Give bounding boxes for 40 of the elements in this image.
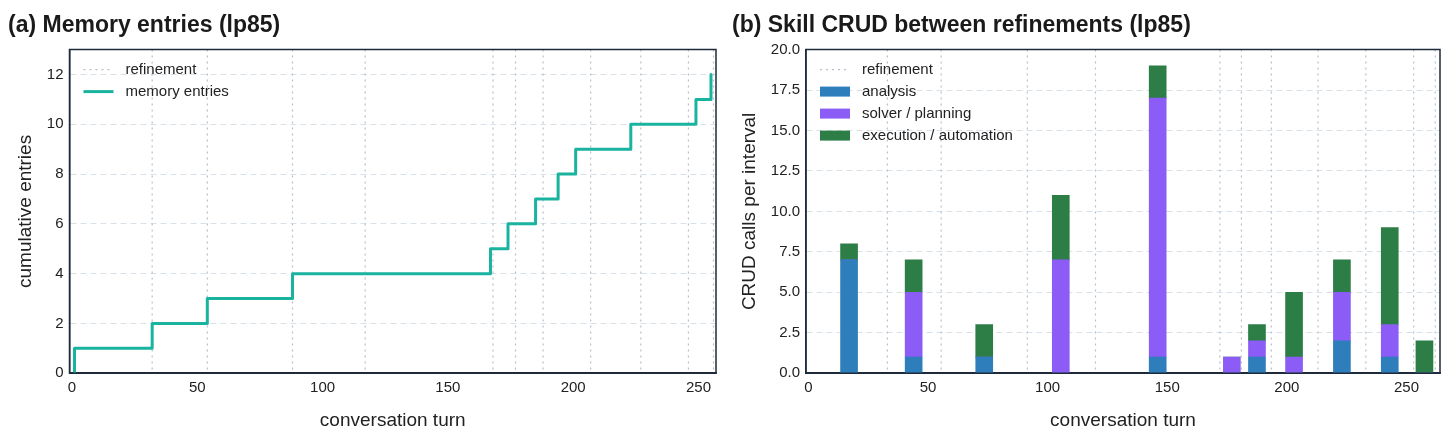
y-tick-label: 6 xyxy=(55,213,64,231)
x-tick-label: 50 xyxy=(188,378,206,396)
y-axis-title: cumulative entries xyxy=(13,134,35,288)
legend-label: solver / planning xyxy=(861,103,972,121)
y-axis-title: CRUD calls per interval xyxy=(737,112,759,311)
y-tick-label: 10.0 xyxy=(770,201,800,219)
x-tick-label: 150 xyxy=(435,378,461,396)
y-tick-label: 12.5 xyxy=(770,161,800,179)
chart-title: (a) Memory entries (lp85) xyxy=(8,11,281,38)
legend-label: execution / automation xyxy=(861,125,1013,143)
legend-label: memory entries xyxy=(125,81,229,99)
y-tick-label: 17.5 xyxy=(770,80,800,98)
y-tick-label: 0 xyxy=(55,363,64,381)
y-tick-label: 2 xyxy=(55,313,64,331)
y-tick-label: 0.0 xyxy=(779,363,800,381)
x-tick-label: 100 xyxy=(1035,378,1061,396)
y-tick-label: 12 xyxy=(46,64,64,82)
ref-line-label: refinement xyxy=(861,59,934,77)
x-tick-label: 150 xyxy=(1154,378,1180,396)
x-tick-label: 50 xyxy=(919,378,937,396)
x-axis-title: conversation turn xyxy=(1050,408,1196,430)
x-tick-label: 0 xyxy=(804,378,813,396)
legend-label: analysis xyxy=(861,81,917,99)
x-tick-label: 100 xyxy=(310,378,336,396)
x-tick-label: 0 xyxy=(67,378,77,396)
y-tick-label: 8 xyxy=(55,164,64,182)
y-tick-label: 7.5 xyxy=(779,241,800,259)
y-tick-label: 10 xyxy=(46,114,64,132)
y-tick-label: 20.0 xyxy=(770,39,800,57)
x-tick-label: 250 xyxy=(1393,378,1420,396)
chart-title: (b) Skill CRUD between refinements (lp85) xyxy=(732,11,1191,38)
x-tick-label: 200 xyxy=(560,378,586,396)
ref-line-label: refinement xyxy=(125,59,198,77)
y-tick-label: 4 xyxy=(55,263,64,281)
y-tick-label: 15.0 xyxy=(770,120,800,138)
x-tick-label: 250 xyxy=(685,378,711,396)
x-tick-label: 200 xyxy=(1274,378,1300,396)
x-axis-title: conversation turn xyxy=(319,408,466,430)
y-tick-label: 2.5 xyxy=(779,322,800,340)
y-tick-label: 5.0 xyxy=(779,282,800,300)
